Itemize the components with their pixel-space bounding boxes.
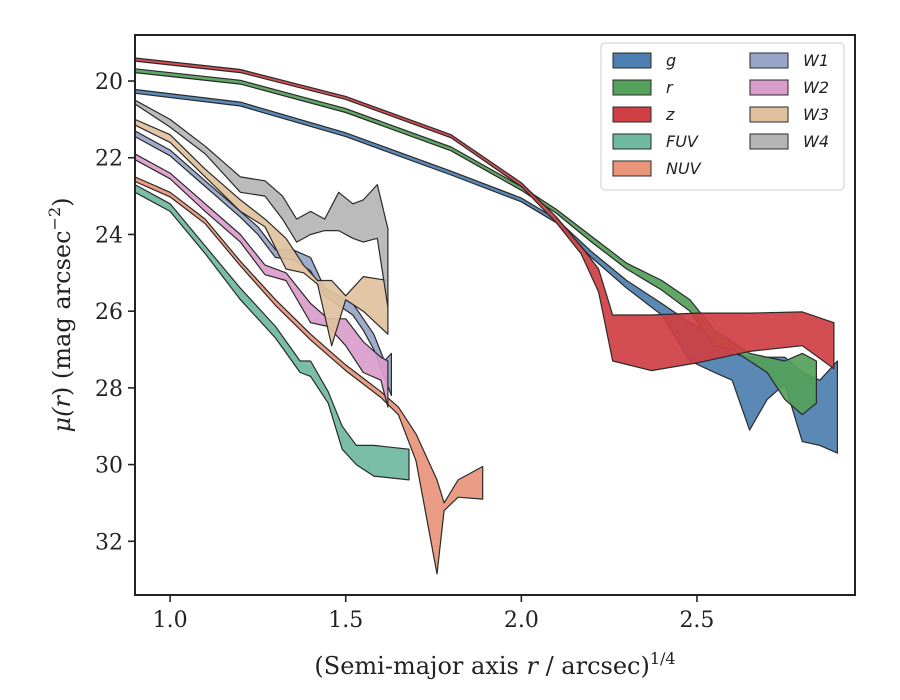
x-axis-label-sup: 1/4: [650, 649, 676, 668]
x-axis-label-mid: / arcsec): [538, 652, 650, 680]
legend: grz FUV NUV W1 W2 W3 W4: [600, 42, 845, 191]
legend-label-g: g: [666, 51, 676, 70]
legend-label-w2: W2: [803, 78, 829, 97]
y-tick-label: 30: [95, 454, 123, 479]
legend-swatch-g: [612, 52, 652, 69]
y-axis-label-prefix: μ(: [48, 407, 76, 433]
legend-swatch-r: [612, 79, 652, 96]
legend-label-w4: W4: [803, 132, 829, 151]
x-tick-label: 1.0: [153, 608, 188, 633]
y-axis-label-var: r: [48, 395, 76, 408]
y-tick-label: 32: [95, 530, 123, 555]
plot-frame: [134, 34, 856, 596]
legend-swatch-nuv: [612, 160, 652, 177]
y-axis-label-mid: ) (mag arcsec: [48, 230, 76, 396]
band-w2: [135, 153, 389, 408]
legend-label-fuv: FUV: [666, 132, 699, 151]
legend-swatch-w2: [749, 79, 789, 96]
legend-swatch-z: [612, 106, 652, 123]
y-tick-label: 26: [95, 300, 123, 325]
y-axis-label: μ(r) (mag arcsec−2): [45, 197, 76, 432]
x-axis-label-prefix: (Semi-major axis: [314, 652, 526, 680]
band-nuv: [135, 176, 484, 575]
x-tick-label: 1.5: [328, 608, 363, 633]
y-tick-label: 22: [95, 147, 123, 172]
y-tick-label: 20: [95, 70, 123, 95]
x-tick-label: 2.5: [679, 608, 714, 633]
legend-label-nuv: NUV: [666, 159, 702, 178]
y-tick-label: 24: [95, 223, 123, 248]
legend-swatch-w4: [749, 133, 789, 150]
x-axis-label: (Semi-major axis r / arcsec)1/4: [314, 649, 675, 680]
y-axis-label-suffix: ): [48, 197, 76, 206]
legend-swatch-w1: [749, 52, 789, 69]
x-tick-label: 2.0: [504, 608, 539, 633]
band-w3: [135, 118, 389, 347]
legend-label-w1: W1: [803, 51, 829, 70]
band-z: [135, 57, 835, 372]
y-axis-ticks: 20 22 24 26 28 30 32: [95, 70, 135, 555]
legend-label-r: r: [666, 78, 674, 97]
x-axis-ticks: 1.0 1.5 2.0 2.5: [153, 595, 714, 633]
legend-label-w3: W3: [803, 105, 829, 124]
band-fuv: [135, 184, 410, 481]
legend-swatch-w3: [749, 106, 789, 123]
band-w4: [135, 99, 389, 308]
profile-bands: [135, 57, 839, 575]
band-w1: [135, 130, 392, 397]
legend-swatch-fuv: [612, 133, 652, 150]
legend-label-z: z: [665, 105, 675, 124]
y-axis-label-sup: −2: [45, 207, 64, 231]
x-axis-label-var: r: [526, 652, 539, 680]
y-tick-label: 28: [95, 377, 123, 402]
